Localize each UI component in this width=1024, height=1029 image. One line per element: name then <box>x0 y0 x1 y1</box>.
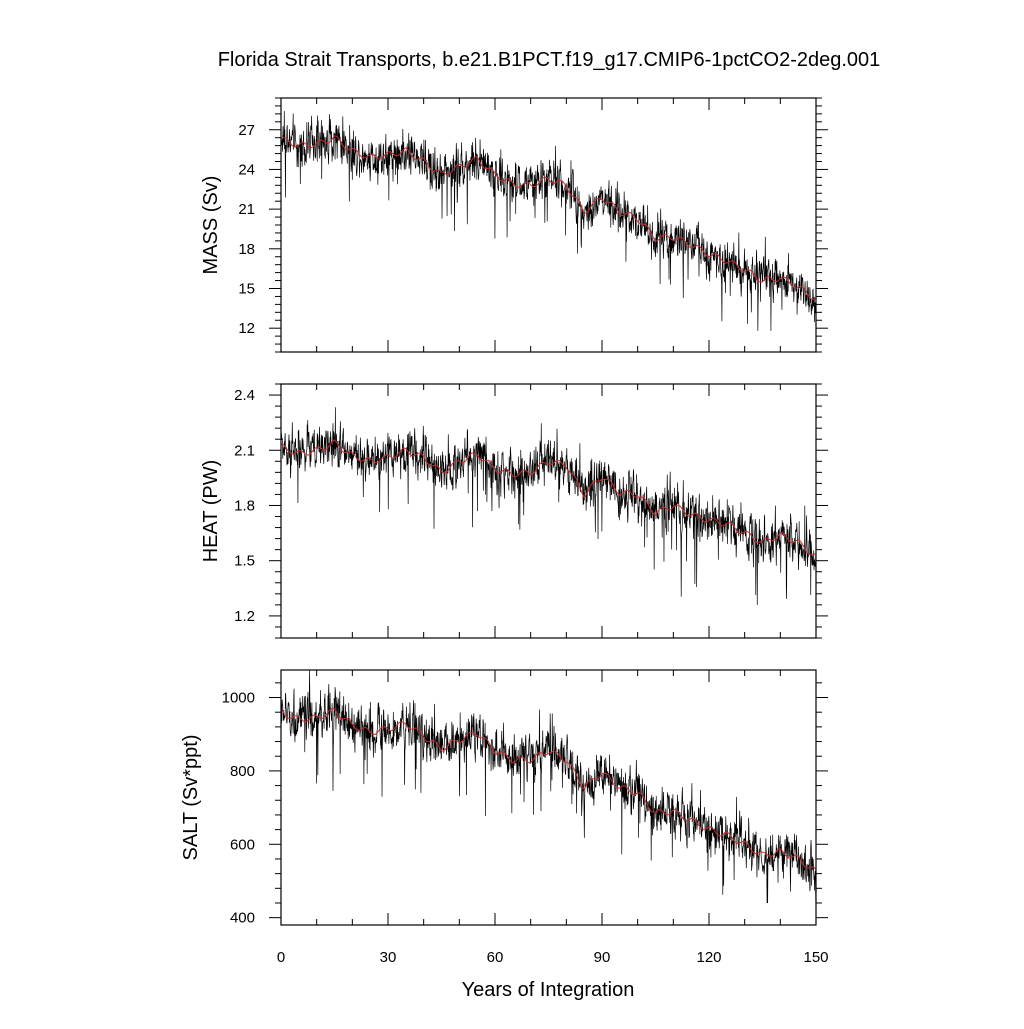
panel-heat: 1.2 1.5 1.8 2.1 2.4 HEAT (PW) <box>200 383 828 639</box>
heat-y-tick-label: 1.2 <box>234 608 255 625</box>
mass-frame <box>280 97 817 353</box>
salt-frame <box>280 669 817 926</box>
mass-smoothed-line <box>281 135 816 300</box>
heat-y-tick-label: 2.4 <box>234 387 255 404</box>
salt-y-tick-label: 800 <box>230 763 255 780</box>
salt-monthly-line <box>281 670 816 903</box>
x-tick-label: 90 <box>594 949 611 966</box>
mass-y-tick-label: 27 <box>238 122 255 139</box>
x-tick-label: 150 <box>803 949 828 966</box>
x-tick-label: 60 <box>487 949 504 966</box>
mass-y-axis-label: MASS (Sv) <box>200 176 222 275</box>
mass-y-tick-label: 18 <box>238 241 255 258</box>
heat-y-tick-label: 2.1 <box>234 442 255 459</box>
heat-y-tick-label: 1.8 <box>234 497 255 514</box>
salt-y-axis-label: SALT (Sv*ppt) <box>180 735 202 861</box>
heat-y-tick-label: 1.5 <box>234 553 255 570</box>
salt-y-tick-label: 600 <box>230 836 255 853</box>
heat-monthly-line <box>281 407 816 605</box>
x-tick-label: 30 <box>380 949 397 966</box>
mass-y-tick-label: 15 <box>238 281 255 298</box>
heat-frame <box>280 383 817 639</box>
x-tick-label: 120 <box>696 949 721 966</box>
mass-y-tick-label: 24 <box>238 161 255 178</box>
mass-y-tick-label: 21 <box>238 201 255 218</box>
mass-y-tick-label: 12 <box>238 320 255 337</box>
panel-mass: 12 15 18 21 24 27 MASS (Sv) <box>200 97 828 353</box>
salt-smoothed-line <box>281 707 816 870</box>
heat-smoothed-line <box>281 439 816 556</box>
panel-salt: 400 600 800 1000 SALT (Sv*ppt) 0 30 60 90 120 150 <box>180 669 829 966</box>
salt-y-tick-label: 400 <box>230 910 255 927</box>
x-axis-label: Years of Integration <box>462 979 635 1001</box>
mass-monthly-line <box>281 110 816 331</box>
figure-title: Florida Strait Transports, b.e21.B1PCT.f… <box>218 49 881 71</box>
heat-y-axis-label: HEAT (PW) <box>200 460 222 563</box>
salt-y-tick-label: 1000 <box>222 690 255 707</box>
x-tick-label: 0 <box>277 949 285 966</box>
